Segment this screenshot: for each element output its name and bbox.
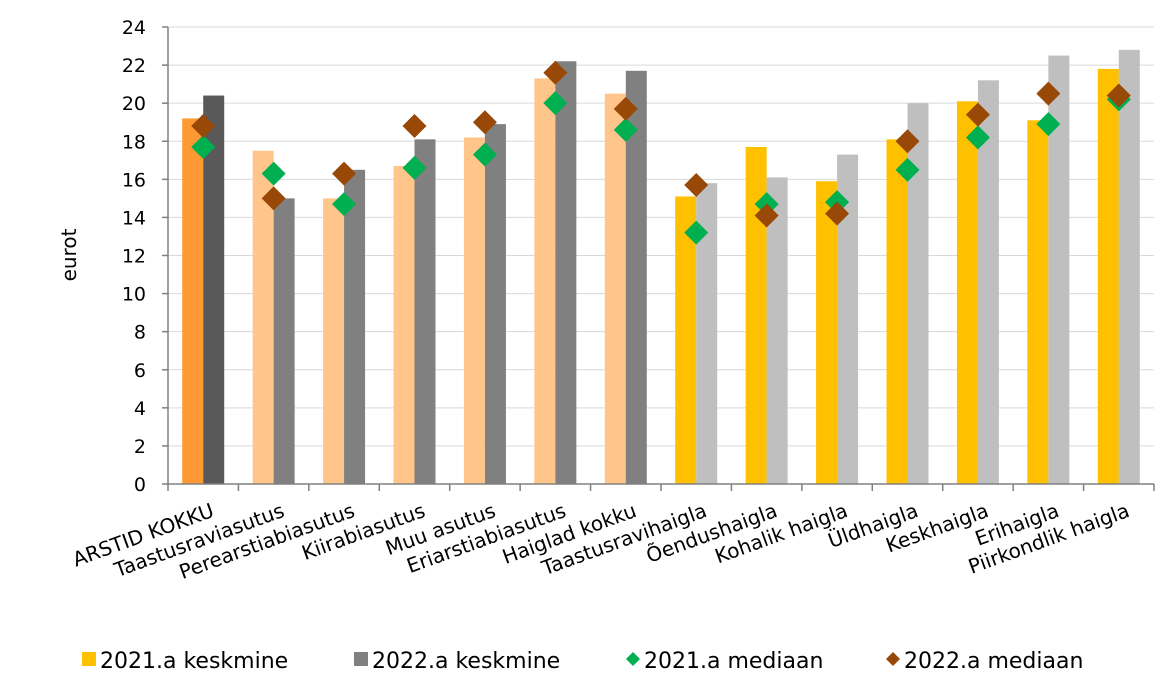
median-marker [895, 157, 920, 182]
bar [182, 118, 204, 485]
median-marker [543, 91, 568, 116]
median-marker [472, 110, 497, 135]
bar [414, 139, 436, 485]
bar [816, 181, 838, 485]
median-marker [402, 155, 427, 180]
median-marker [261, 161, 286, 186]
bar [273, 198, 295, 484]
bars [182, 49, 1140, 485]
median-marker [613, 117, 638, 142]
bar [393, 166, 415, 485]
bar [745, 146, 767, 484]
median-marker [332, 161, 357, 186]
bar [1048, 55, 1070, 484]
bar [766, 177, 788, 484]
median-marker [754, 203, 779, 228]
median-marker [472, 142, 497, 167]
bar [696, 183, 718, 484]
bar [534, 78, 556, 484]
median-marker [684, 220, 709, 245]
bar [675, 196, 697, 485]
bar [625, 70, 647, 484]
bar [323, 198, 345, 484]
legend-label: 2021.a keskmine [100, 649, 288, 674]
y-tick-label: 4 [134, 398, 146, 420]
y-tick-label: 24 [122, 17, 146, 39]
legend-swatch [626, 652, 640, 666]
bar [484, 124, 506, 485]
median-marker [965, 102, 990, 127]
bar [463, 137, 485, 485]
legend-swatch [354, 652, 368, 666]
median-marker [613, 96, 638, 121]
median-marker [1036, 112, 1061, 137]
median-marker [684, 173, 709, 198]
y-tick-label: 0 [134, 474, 146, 496]
y-tick-label: 14 [122, 207, 146, 229]
bar [555, 61, 577, 485]
bar [907, 103, 929, 485]
median-marker [825, 201, 850, 226]
bar [837, 154, 859, 484]
bar [1118, 49, 1140, 484]
y-tick-label: 18 [122, 131, 146, 153]
bar [344, 169, 366, 484]
bar [886, 139, 908, 485]
legend-label: 2022.a mediaan [904, 649, 1083, 674]
gridlines [168, 26, 1154, 447]
median-marker [332, 192, 357, 217]
markers [191, 60, 1131, 245]
bar [956, 101, 978, 484]
median-marker [191, 134, 216, 159]
median-marker [402, 114, 427, 139]
y-tick-label: 2 [134, 436, 146, 458]
bar [604, 93, 626, 484]
median-marker [1036, 81, 1061, 106]
y-tick-label: 20 [122, 93, 146, 115]
legend-label: 2022.a keskmine [372, 649, 560, 674]
median-marker [1106, 83, 1131, 108]
bar [1097, 68, 1119, 485]
legend-label: 2021.a mediaan [644, 649, 823, 674]
median-marker [965, 125, 990, 150]
x-axis-labels: ARSTID KOKKUTaastusraviasutusPerearstiab… [69, 498, 1132, 584]
legend-swatch [82, 652, 96, 666]
bar [252, 150, 274, 485]
y-tick-label: 16 [122, 169, 146, 191]
y-axis-label: eurot [57, 228, 81, 281]
median-marker [895, 129, 920, 154]
y-tick-label: 6 [134, 360, 146, 382]
y-tick-label: 12 [122, 246, 146, 268]
axes [162, 26, 1155, 491]
y-tick-label: 10 [122, 284, 146, 306]
y-tick-label: 8 [134, 322, 146, 344]
median-marker [191, 114, 216, 139]
y-tick-label: 22 [122, 55, 146, 77]
bar [977, 80, 999, 485]
legend: 2021.a keskmine 2022.a keskmine 2021.a med… [82, 649, 1083, 674]
median-marker [261, 186, 286, 211]
median-marker [543, 60, 568, 85]
bar [203, 95, 225, 485]
legend-swatch [886, 652, 900, 666]
bar [1027, 120, 1049, 484]
